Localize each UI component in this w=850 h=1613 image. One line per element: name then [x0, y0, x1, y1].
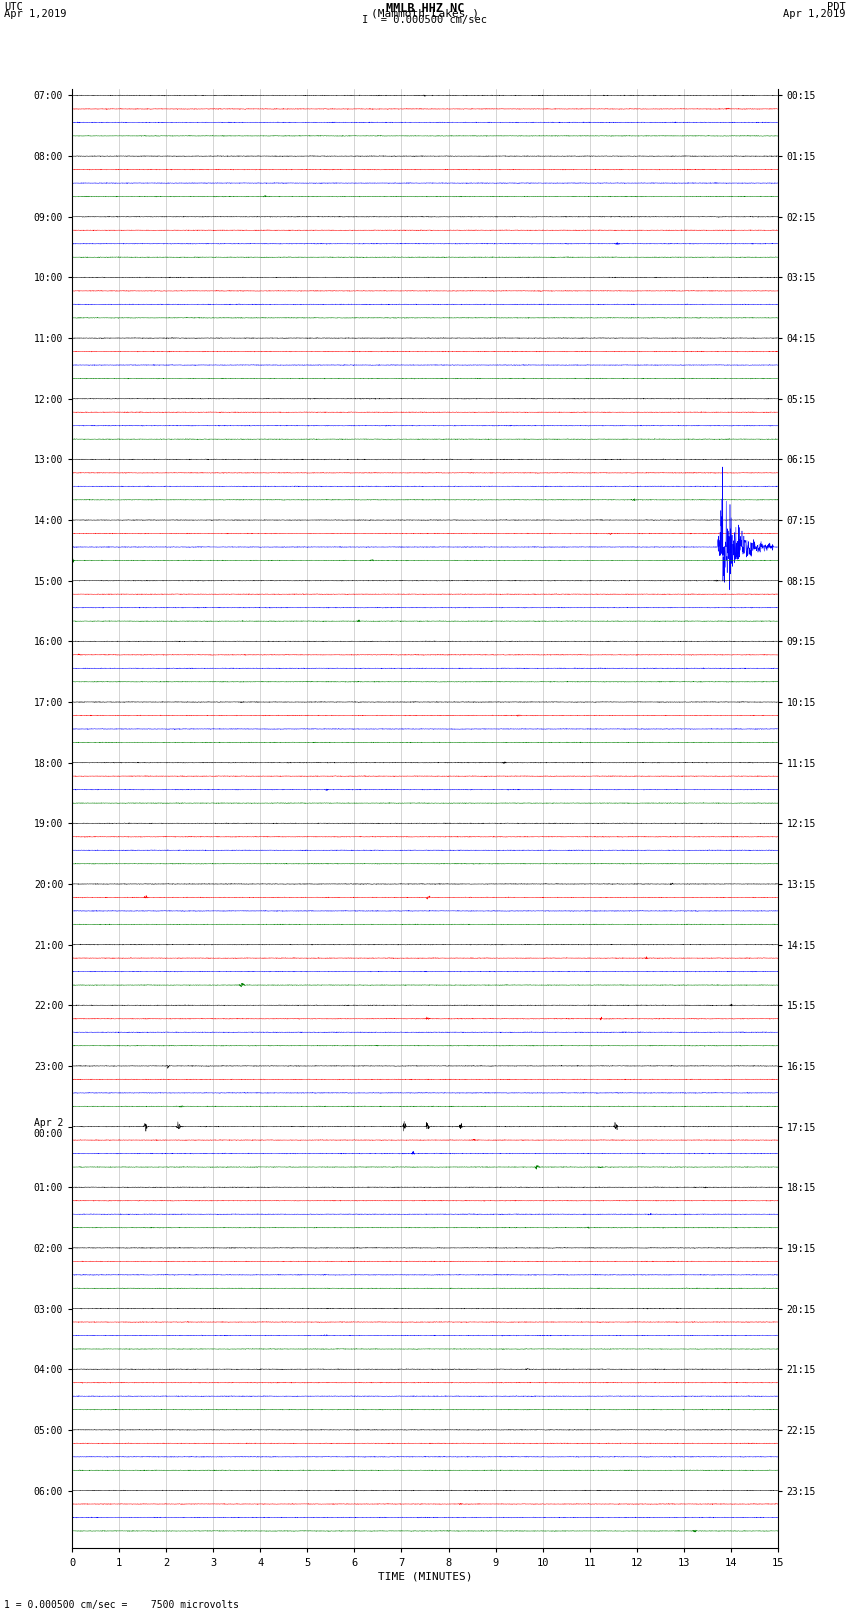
Text: (Mammoth Lakes ): (Mammoth Lakes ): [371, 10, 479, 19]
Text: Apr 1,2019: Apr 1,2019: [783, 10, 846, 19]
Text: UTC: UTC: [4, 3, 23, 13]
X-axis label: TIME (MINUTES): TIME (MINUTES): [377, 1571, 473, 1582]
Text: I  = 0.000500 cm/sec: I = 0.000500 cm/sec: [362, 16, 488, 26]
Text: 1 = 0.000500 cm/sec =    7500 microvolts: 1 = 0.000500 cm/sec = 7500 microvolts: [4, 1600, 239, 1610]
Text: MMLB HHZ NC: MMLB HHZ NC: [386, 3, 464, 16]
Text: PDT: PDT: [827, 3, 846, 13]
Text: Apr 1,2019: Apr 1,2019: [4, 10, 67, 19]
